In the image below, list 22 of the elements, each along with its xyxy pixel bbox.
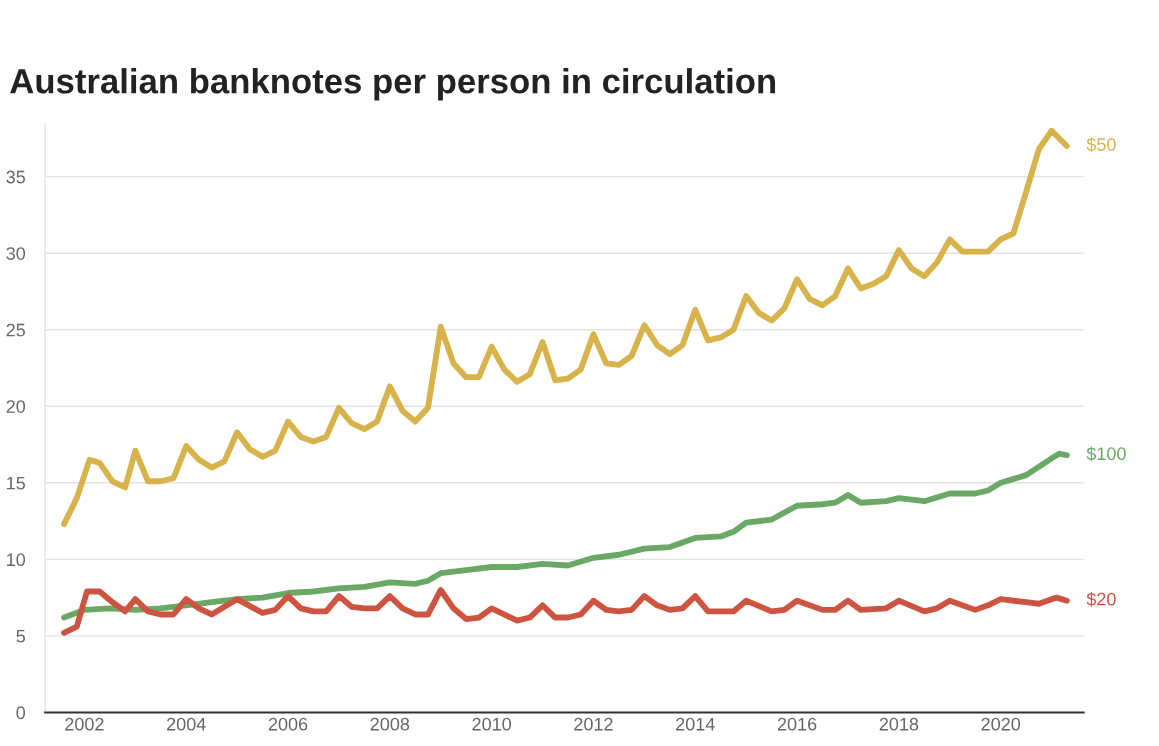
x-tick-label: 2018	[879, 717, 919, 731]
x-tick-label: 2010	[472, 717, 512, 731]
y-tick-label: 15	[7, 476, 25, 490]
y-tick-label: 30	[6, 247, 26, 260]
y-tick-label: 10	[7, 553, 26, 567]
chart-title: Australian banknotes per person in circulation	[10, 68, 776, 101]
x-tick-label: 2012	[574, 717, 613, 731]
x-tick-label: 2002	[65, 717, 104, 731]
series-label: $50	[1086, 137, 1116, 152]
x-tick-label: 2008	[370, 717, 410, 731]
y-tick-label: 25	[6, 323, 25, 337]
x-tick-label: 2016	[777, 717, 817, 731]
y-tick-label: 20	[6, 400, 26, 413]
x-tick-label: 2014	[676, 717, 715, 731]
series-label: $20	[1086, 591, 1116, 607]
x-tick-label: 2004	[167, 717, 206, 731]
y-tick-label: 0	[16, 706, 26, 720]
y-tick-label: 5	[16, 630, 25, 643]
x-tick-label: 2020	[981, 717, 1021, 731]
x-tick-label: 2006	[268, 717, 308, 731]
y-tick-label: 35	[6, 170, 25, 184]
series-label: $100	[1086, 446, 1126, 462]
